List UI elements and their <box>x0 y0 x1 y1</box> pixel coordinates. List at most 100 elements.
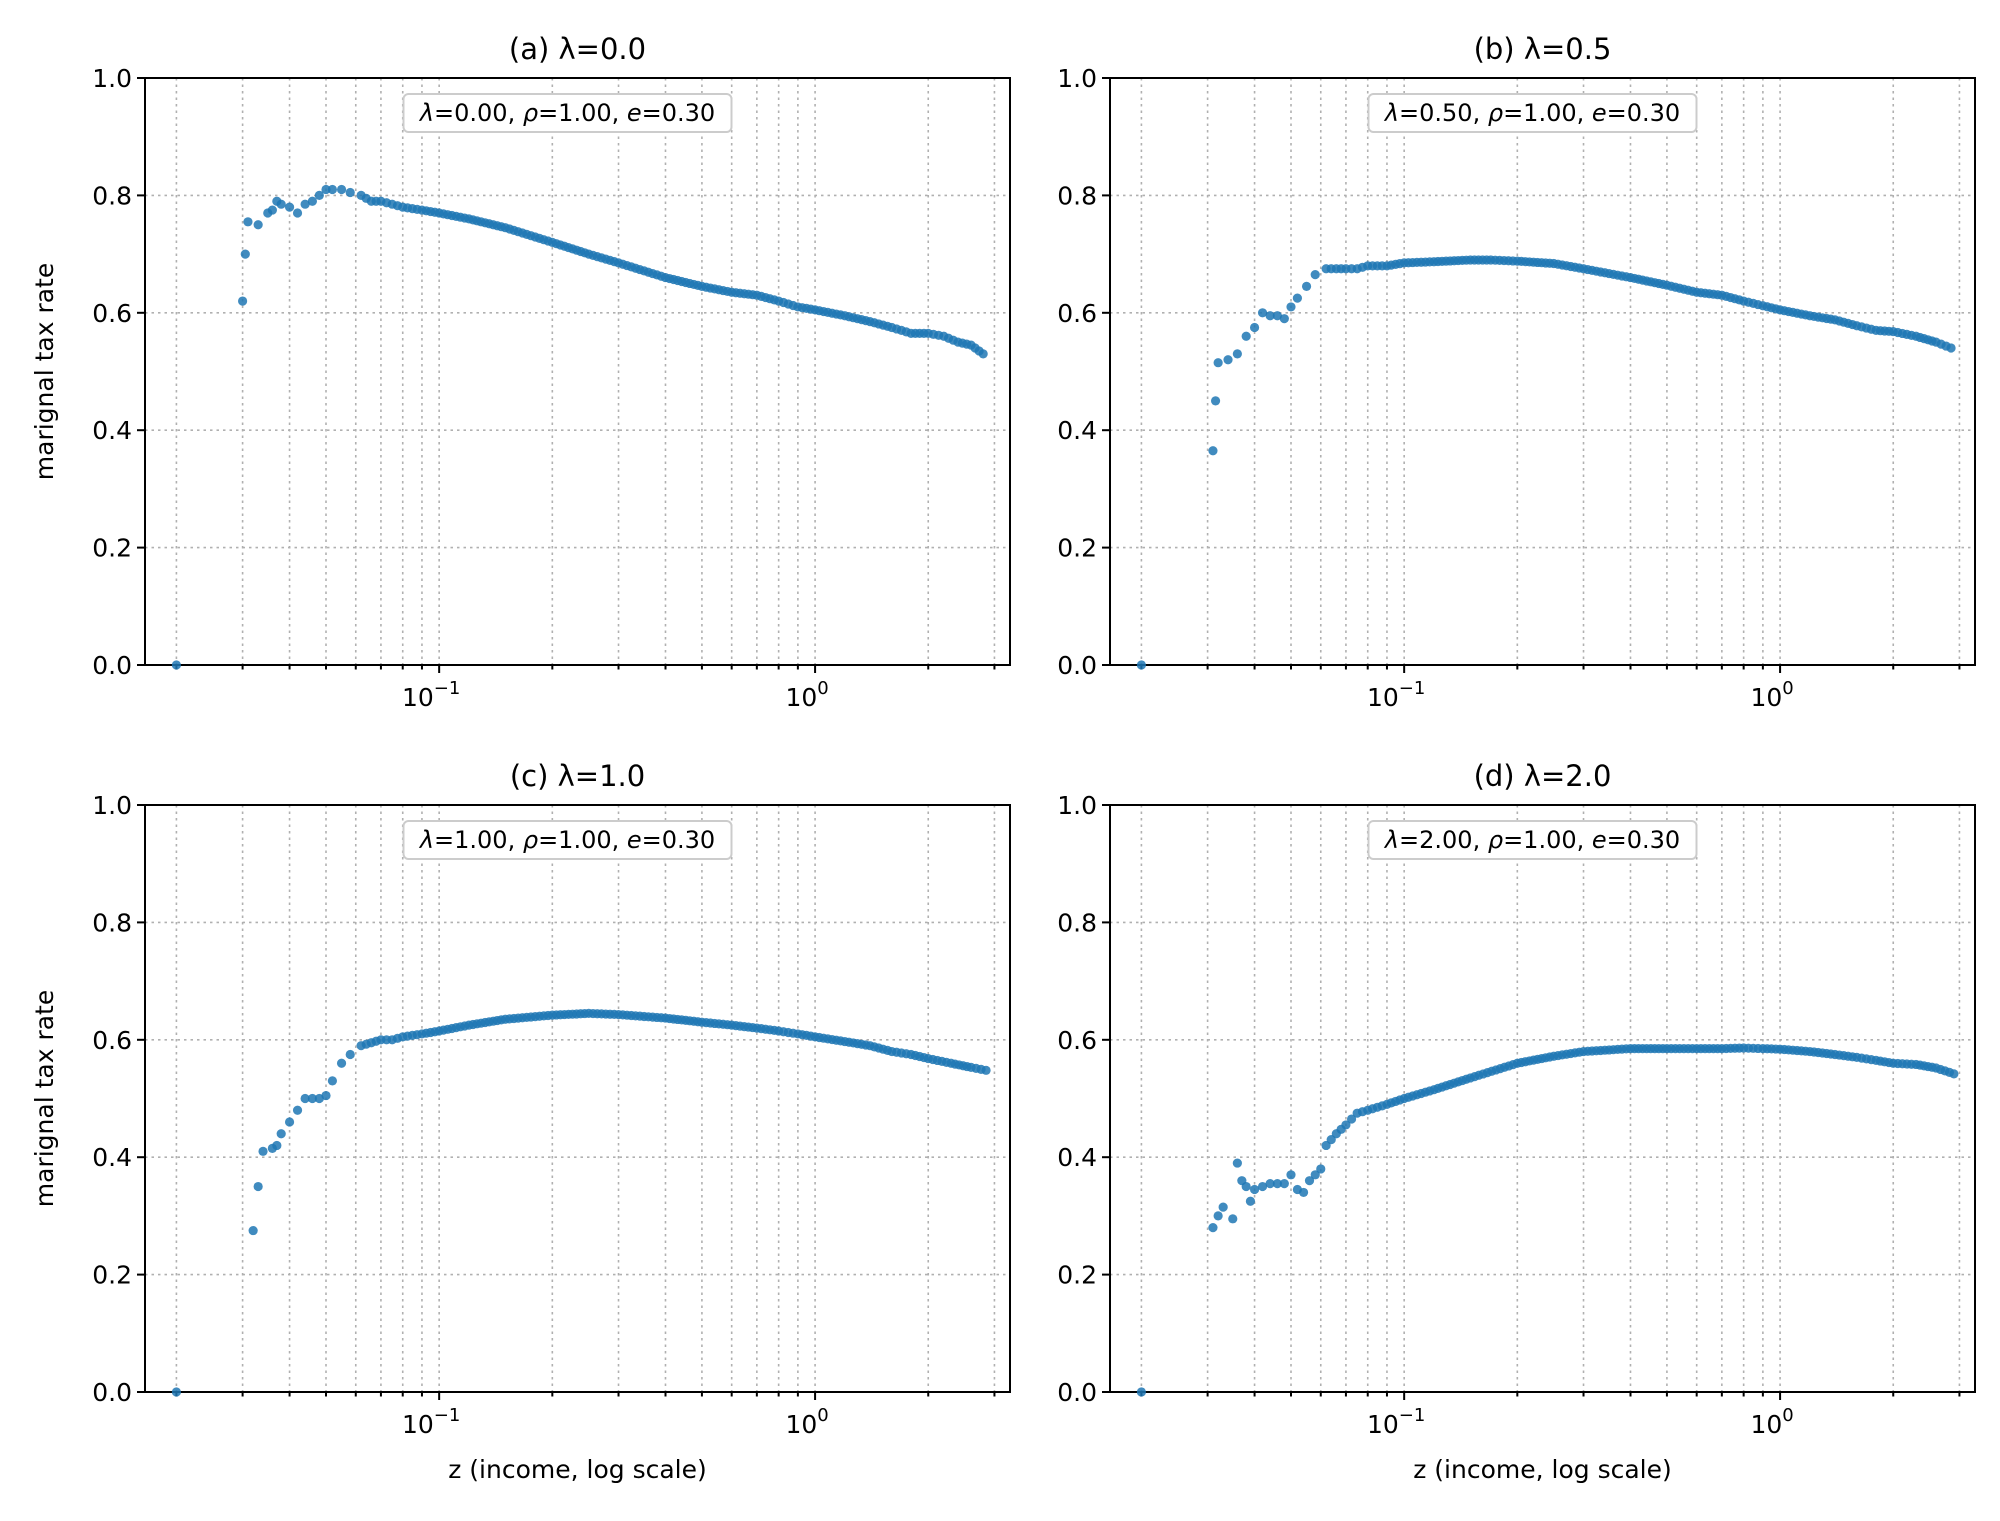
data-point <box>1232 349 1242 359</box>
data-point <box>327 184 338 195</box>
annotation-text: λ=2.00, ρ=1.00, e=0.30 <box>1383 826 1680 854</box>
y-tick-label: 0.4 <box>92 416 132 445</box>
y-tick-label: 0.8 <box>92 908 132 937</box>
data-point <box>248 1225 258 1236</box>
data-point <box>1257 308 1268 318</box>
y-tick-label: 0.0 <box>92 651 132 680</box>
y-tick-label: 0.2 <box>1057 1261 1097 1290</box>
data-point <box>1208 446 1218 456</box>
data-point <box>1346 1114 1357 1124</box>
data-point <box>1341 1120 1351 1130</box>
data-point <box>243 217 253 227</box>
data-point <box>1136 1387 1147 1397</box>
data-point <box>321 184 331 195</box>
data-point <box>1272 311 1282 321</box>
data-point <box>1316 1164 1326 1174</box>
annotation-box <box>1367 93 1698 133</box>
panel-title: (b) λ=0.5 <box>1474 32 1612 66</box>
panel-b: 0.0 0.2 0.4 0.6 0.8 1.0 10−1 100 (b) λ=0.5 λ=0.50… <box>1057 32 1976 712</box>
data-point <box>253 1181 263 1192</box>
panel-title: (c) λ=1.0 <box>510 759 645 793</box>
axes-frame <box>1109 77 1976 666</box>
x-tick-label: 100 <box>785 678 828 712</box>
data-point <box>1241 331 1251 341</box>
data-point <box>284 1117 295 1127</box>
data-point <box>1210 396 1221 406</box>
data-point <box>1228 1214 1238 1224</box>
x-tick-label: 10−1 <box>1367 678 1425 712</box>
y-tick-label: 1.0 <box>92 64 132 93</box>
data-point <box>276 199 286 209</box>
data-point <box>1286 302 1296 312</box>
y-tick-label: 0.6 <box>92 299 132 328</box>
x-axis-label: z (income, log scale) <box>448 1455 707 1484</box>
y-tick-label: 0.2 <box>92 534 132 563</box>
data-point <box>1136 660 1147 670</box>
annotation-text: λ=1.00, ρ=1.00, e=0.30 <box>418 826 715 854</box>
data-point <box>1249 1184 1260 1195</box>
data-point <box>1213 358 1223 368</box>
data-point <box>307 1093 317 1104</box>
panel-d: 0.0 0.2 0.4 0.6 0.8 1.0 10−1 100 (d) λ=2.0 λ=2.00… <box>1057 759 1976 1484</box>
y-tick-label: 0.6 <box>1057 299 1097 328</box>
data-point <box>1265 1179 1275 1189</box>
y-tick-label: 0.6 <box>92 1026 132 1055</box>
data-point <box>171 1387 182 1397</box>
data-point <box>276 1129 286 1139</box>
y-tick-label: 0.4 <box>92 1143 132 1172</box>
data-point <box>1249 322 1260 333</box>
data-point <box>336 184 347 195</box>
data-point <box>238 296 248 306</box>
data-point <box>1292 293 1303 303</box>
data-point <box>1218 1202 1228 1212</box>
data-point <box>314 190 324 200</box>
annotation-text: λ=0.00, ρ=1.00, e=0.30 <box>418 99 715 127</box>
y-tick-label: 1.0 <box>92 791 132 820</box>
data-point <box>1946 343 1956 353</box>
data-point <box>1301 281 1312 291</box>
data-point <box>327 1076 338 1086</box>
y-tick-label: 0.4 <box>1057 416 1097 445</box>
annotation-box <box>402 820 733 860</box>
y-axis-label: marignal tax rate <box>30 263 59 480</box>
data-point <box>345 1049 355 1060</box>
annotation-box <box>402 93 733 133</box>
data-point <box>307 196 317 206</box>
data-point <box>292 208 303 218</box>
y-axis-label: marignal tax rate <box>30 990 59 1207</box>
data-point <box>1241 1181 1251 1192</box>
data-point <box>1279 1179 1289 1189</box>
y-tick-label: 0.0 <box>1057 651 1097 680</box>
data-point <box>321 1090 331 1101</box>
panel-c: 0.0 0.2 0.4 0.6 0.8 1.0 10−1 100 (c) λ=1.0 λ=1.00… <box>30 759 1011 1484</box>
data-point <box>253 220 263 230</box>
y-tick-label: 0.2 <box>92 1261 132 1290</box>
data-point <box>1265 311 1275 321</box>
y-tick-label: 0.6 <box>1057 1026 1097 1055</box>
data-point <box>272 1140 282 1151</box>
y-tick-label: 0.0 <box>1057 1378 1097 1407</box>
axes-frame <box>144 804 1011 1393</box>
data-point <box>171 660 182 670</box>
data-point <box>240 249 250 259</box>
x-tick-label: 100 <box>785 1405 828 1439</box>
panel-title: (a) λ=0.0 <box>509 32 646 66</box>
x-tick-label: 100 <box>1750 1405 1793 1439</box>
data-point <box>1245 1196 1256 1206</box>
data-point <box>1310 270 1320 280</box>
data-point <box>1272 1179 1282 1189</box>
data-point <box>1310 1170 1320 1180</box>
y-tick-label: 0.8 <box>92 181 132 210</box>
x-tick-label: 10−1 <box>1367 1405 1425 1439</box>
data-point <box>1232 1158 1242 1168</box>
data-point <box>1286 1170 1296 1180</box>
data-point <box>300 1093 310 1104</box>
y-tick-label: 0.0 <box>92 1378 132 1407</box>
y-tick-label: 1.0 <box>1057 791 1097 820</box>
y-tick-label: 1.0 <box>1057 64 1097 93</box>
data-point <box>1298 1187 1309 1198</box>
y-tick-label: 0.8 <box>1057 908 1097 937</box>
data-point <box>1304 1176 1315 1186</box>
data-point <box>292 1105 303 1115</box>
